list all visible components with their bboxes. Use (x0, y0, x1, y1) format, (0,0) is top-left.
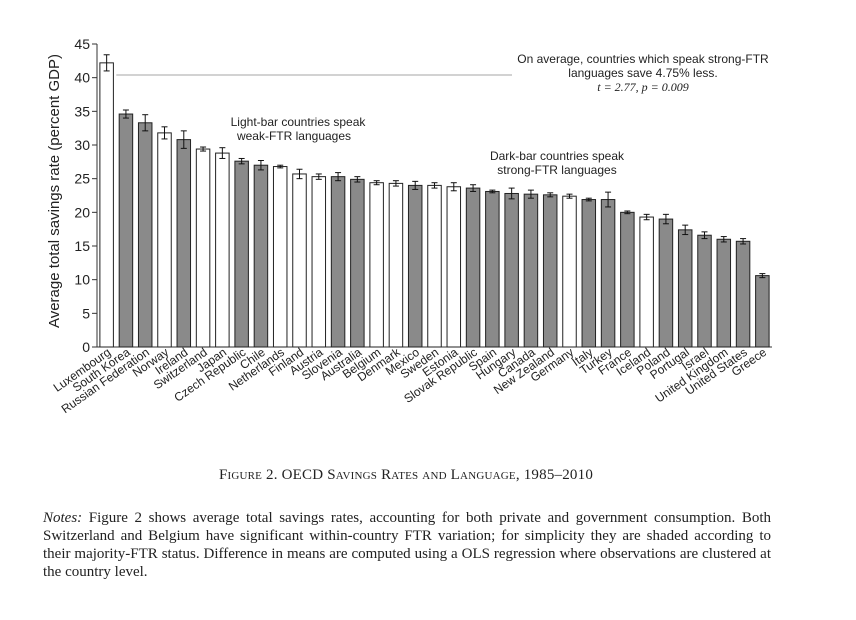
notes-text: Figure 2 shows average total savings rat… (43, 510, 771, 580)
bar-luxembourg (99, 62, 114, 348)
bar-canada (523, 193, 539, 348)
average-annotation: On average, countries which speak strong… (517, 52, 769, 94)
avg-annotation-line1: On average, countries which speak strong… (517, 52, 769, 66)
bar-hungary (504, 192, 519, 348)
y-tick-label: 30 (74, 137, 90, 153)
figure-notes: Notes: Figure 2 shows average total savi… (43, 509, 771, 581)
bar-portugal (677, 229, 693, 348)
bar-chile (253, 164, 269, 348)
bar-austria (311, 176, 327, 348)
light-annotation-line2: weak-FTR languages (236, 129, 351, 143)
y-axis: 0 5 10 15 20 25 30 35 40 45 (74, 36, 772, 355)
y-tick-label: 5 (82, 305, 90, 321)
bar-united-kingdom (716, 238, 732, 348)
bar-south-korea (118, 113, 134, 348)
figure-caption: Figure 2. OECD Savings Rates and Languag… (218, 467, 594, 483)
dark-annotation-line2: strong-FTR languages (497, 163, 616, 177)
bar-mexico (407, 184, 423, 348)
bar-new-zealand (542, 194, 558, 348)
bar-japan (215, 152, 230, 348)
y-tick-label: 20 (74, 204, 90, 220)
bar-poland (658, 218, 674, 348)
bar-estonia (446, 186, 462, 348)
bar-spain (485, 190, 500, 348)
bar-belgium (369, 182, 384, 348)
y-tick-label: 35 (74, 103, 90, 119)
bar-sweden (427, 184, 442, 348)
bar-norway (157, 132, 172, 348)
y-tick-label: 40 (74, 70, 90, 86)
bar-slovak-republic (465, 187, 481, 348)
dark-bar-annotation: Dark-bar countries speak strong-FTR lang… (490, 149, 625, 177)
bar-switzerland (195, 148, 211, 348)
bar-australia (350, 178, 365, 348)
bar-finland (292, 173, 307, 348)
bar-iceland (639, 216, 654, 348)
dark-annotation-line1: Dark-bar countries speak (490, 149, 625, 163)
bar-germany (562, 195, 577, 348)
y-tick-label: 0 (82, 339, 90, 355)
bar-czech-republic (234, 160, 249, 348)
bars (99, 54, 770, 348)
bar-israel (697, 234, 712, 348)
bar-denmark (388, 182, 404, 348)
y-tick-label: 25 (74, 171, 90, 187)
light-bar-annotation: Light-bar countries speak weak-FTR langu… (231, 115, 367, 143)
notes-label: Notes: (43, 510, 83, 526)
y-tick-label: 10 (74, 272, 90, 288)
bar-greece (755, 275, 770, 348)
bar-united-states (735, 240, 751, 348)
light-annotation-line1: Light-bar countries speak (231, 115, 367, 129)
bar-russian-federation (137, 122, 153, 348)
avg-annotation-line2: languages save 4.75% less. (568, 66, 717, 80)
avg-annotation-line3: t = 2.77, p = 0.009 (597, 80, 689, 94)
bar-ireland (176, 139, 192, 348)
y-tick-label: 45 (74, 36, 90, 52)
y-axis-label: Average total savings rate (percent GDP) (46, 54, 63, 328)
bar-turkey (600, 199, 616, 348)
bar-italy (581, 199, 597, 348)
bar-france (620, 211, 635, 348)
bar-netherlands (272, 166, 288, 348)
y-tick-label: 15 (74, 238, 90, 254)
bar-slovenia (330, 176, 346, 348)
